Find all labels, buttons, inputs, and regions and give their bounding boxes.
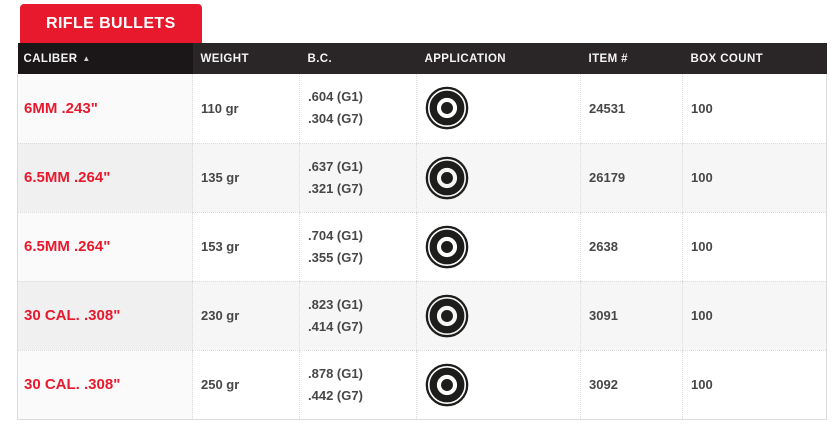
bc-cell: .604 (G1) .304 (G7) (299, 74, 417, 144)
bc-g7-value: .355 (G7) (308, 249, 363, 265)
bc-g1-value: .704 (G1) (308, 227, 363, 243)
weight-cell: 250 gr (192, 350, 300, 420)
table-row: 6MM .243" 110 gr .604 (G1) .304 (G7) 245… (17, 74, 827, 144)
bc-g7-value: .442 (G7) (308, 387, 363, 403)
bc-cell: .704 (G1) .355 (G7) (299, 212, 417, 282)
item-number-cell: 24531 (580, 74, 683, 144)
box-count-cell: 100 (682, 143, 827, 213)
application-cell (416, 281, 581, 351)
box-count-cell: 100 (682, 281, 827, 351)
item-number-cell: 3092 (580, 350, 683, 420)
bullseye-target-icon (425, 363, 469, 406)
column-header-bc[interactable]: B.C. (299, 43, 417, 74)
rifle-bullets-section: RIFLE BULLETS CALIBER ▲ WEIGHT B.C. APPLI… (17, 4, 827, 420)
box-count-cell: 100 (682, 212, 827, 282)
weight-cell: 135 gr (192, 143, 300, 213)
caliber-cell[interactable]: 6.5MM .264" (17, 212, 193, 282)
bc-cell: .878 (G1) .442 (G7) (299, 350, 417, 420)
application-cell (416, 212, 581, 282)
column-header-box-count[interactable]: BOX COUNT (682, 43, 827, 74)
bullseye-target-icon (425, 294, 469, 337)
column-header-item[interactable]: ITEM # (580, 43, 683, 74)
box-count-cell: 100 (682, 350, 827, 420)
item-number-cell: 3091 (580, 281, 683, 351)
table-row: 30 CAL. .308" 230 gr .823 (G1) .414 (G7)… (17, 281, 827, 351)
caliber-cell[interactable]: 30 CAL. .308" (17, 350, 193, 420)
bc-g7-value: .414 (G7) (308, 318, 363, 334)
bc-g1-value: .604 (G1) (308, 89, 363, 105)
bc-cell: .637 (G1) .321 (G7) (299, 143, 417, 213)
bc-g7-value: .321 (G7) (308, 180, 363, 196)
caliber-cell[interactable]: 6.5MM .264" (17, 143, 193, 213)
weight-cell: 230 gr (192, 281, 300, 351)
table-row: 6.5MM .264" 135 gr .637 (G1) .321 (G7) 2… (17, 143, 827, 213)
weight-cell: 110 gr (192, 74, 300, 144)
application-cell (416, 143, 581, 213)
item-number-cell: 2638 (580, 212, 683, 282)
application-cell (416, 350, 581, 420)
item-number-cell: 26179 (580, 143, 683, 213)
column-header-weight[interactable]: WEIGHT (192, 43, 300, 74)
bc-g1-value: .878 (G1) (308, 365, 363, 381)
rifle-bullets-tab[interactable]: RIFLE BULLETS (20, 4, 202, 43)
column-header-caliber-label: CALIBER (23, 53, 78, 65)
bc-g1-value: .823 (G1) (308, 296, 363, 312)
caliber-cell[interactable]: 30 CAL. .308" (17, 281, 193, 351)
column-header-application[interactable]: APPLICATION (416, 43, 581, 74)
bc-g7-value: .304 (G7) (308, 111, 363, 127)
table-row: 30 CAL. .308" 250 gr .878 (G1) .442 (G7)… (17, 350, 827, 420)
box-count-cell: 100 (682, 74, 827, 144)
bullseye-target-icon (425, 156, 469, 199)
application-cell (416, 74, 581, 144)
table-header: CALIBER ▲ WEIGHT B.C. APPLICATION ITEM # … (17, 43, 827, 74)
sort-ascending-icon: ▲ (82, 54, 91, 63)
weight-cell: 153 gr (192, 212, 300, 282)
table-row: 6.5MM .264" 153 gr .704 (G1) .355 (G7) 2… (17, 212, 827, 282)
caliber-cell[interactable]: 6MM .243" (17, 74, 193, 144)
bullseye-target-icon (425, 86, 469, 130)
bc-cell: .823 (G1) .414 (G7) (299, 281, 417, 351)
column-header-caliber[interactable]: CALIBER ▲ (17, 43, 193, 74)
bullseye-target-icon (425, 225, 469, 268)
bullets-table: CALIBER ▲ WEIGHT B.C. APPLICATION ITEM # … (17, 43, 827, 420)
bc-g1-value: .637 (G1) (308, 158, 363, 174)
table-body: 6MM .243" 110 gr .604 (G1) .304 (G7) 245… (17, 74, 827, 420)
